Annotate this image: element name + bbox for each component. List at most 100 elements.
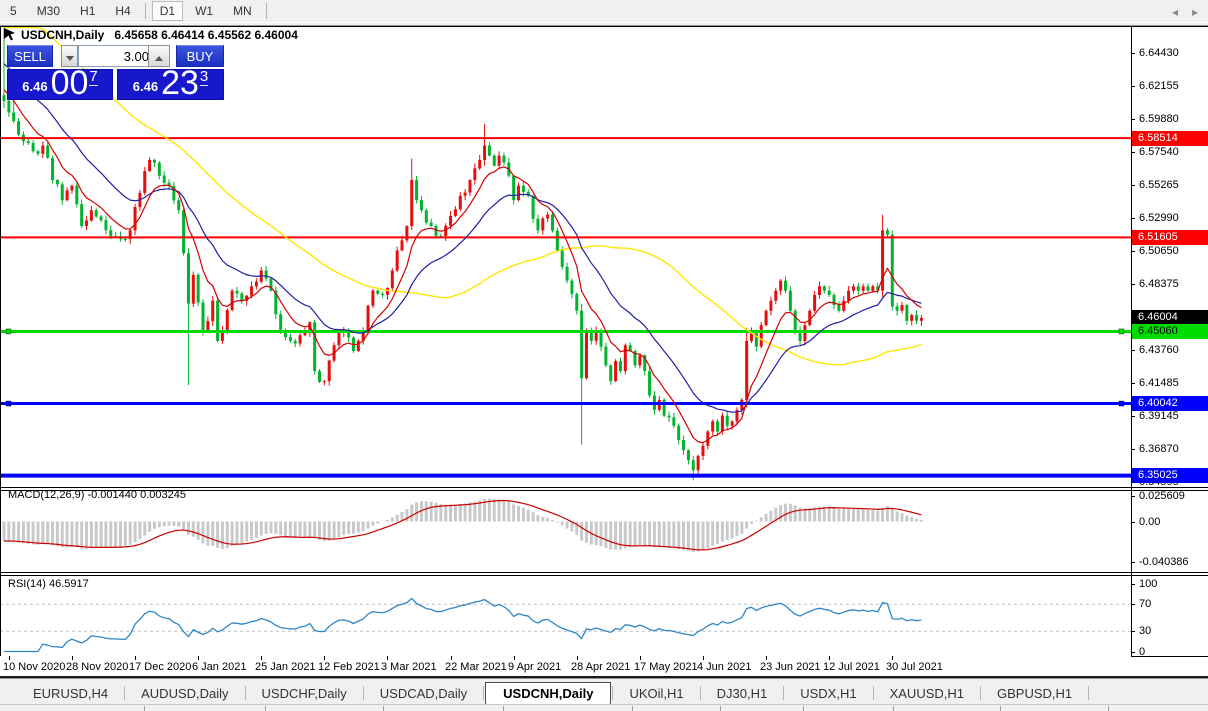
chart-tab-ukoil[interactable]: UKOil,H1 [629, 686, 684, 701]
macd-indicator-label: MACD(12,26,9) -0.001440 0.003245 [8, 489, 186, 501]
date-tick [514, 656, 515, 660]
cursor-arrow-icon [3, 27, 16, 44]
chart-tab-gbpusd[interactable]: GBPUSD,H1 [997, 686, 1073, 701]
tab-separator [872, 686, 874, 700]
date-tick [451, 656, 452, 660]
buy-price-box[interactable]: 6.46 23 3 [117, 64, 224, 102]
price-level-badge: 6.45060 [1132, 324, 1208, 339]
price-axis-line [1131, 26, 1132, 656]
axis-tick [1131, 584, 1135, 585]
axis-tick [1131, 119, 1135, 120]
tab-separator [362, 686, 364, 700]
strip-mark [503, 706, 504, 711]
rsi-axis-label: 100 [1139, 578, 1158, 590]
main-macd-splitter[interactable] [0, 487, 1208, 488]
toolbar-divider [0, 22, 1208, 26]
strip-mark [720, 706, 721, 711]
axis-tick [1131, 185, 1135, 186]
ask-price-big: 23 [161, 64, 199, 102]
chart-top-border [0, 26, 1208, 27]
date-label: 30 Jul 2021 [886, 661, 943, 673]
macd-rsi-splitter[interactable] [0, 572, 1208, 573]
timeframe-button-d1[interactable]: D1 [151, 1, 184, 21]
date-label: 3 Mar 2021 [381, 661, 437, 673]
timeframe-button-w1[interactable]: W1 [195, 4, 214, 18]
timeframe-button-5[interactable]: 5 [10, 4, 17, 18]
date-tick [577, 656, 578, 660]
strip-mark [265, 706, 266, 711]
tab-scroll-arrows: ◂ ▸ [1172, 5, 1198, 19]
timeframe-button-mn[interactable]: MN [233, 4, 252, 18]
bid-price-prefix: 6.46 [22, 79, 48, 94]
volume-increase-button[interactable] [148, 45, 170, 67]
tab-separator [980, 686, 982, 700]
date-tick [324, 656, 325, 660]
rsi-indicator-label: RSI(14) 46.5917 [8, 578, 89, 590]
triangle-up-icon [155, 55, 163, 61]
chart-tab-dj30[interactable]: DJ30,H1 [716, 686, 768, 701]
date-label: 28 Apr 2021 [571, 661, 631, 673]
price-tick-label: 6.64430 [1139, 47, 1179, 59]
axis-tick [1131, 284, 1135, 285]
date-tick [135, 656, 136, 660]
date-tick [766, 656, 767, 660]
axis-tick [1131, 86, 1135, 87]
axis-tick [1131, 53, 1135, 54]
rsi-axis-label: 70 [1139, 598, 1152, 610]
price-tick-label: 6.52990 [1139, 212, 1179, 224]
axis-tick [1131, 383, 1135, 384]
chart-tab-usdchf[interactable]: USDCHF,Daily [261, 686, 347, 701]
tab-separator [1088, 686, 1090, 700]
volume-input[interactable] [78, 45, 155, 67]
ask-price-pip: 3 [199, 68, 209, 86]
tab-scroll-left-icon[interactable]: ◂ [1171, 5, 1178, 19]
axis-tick [1131, 251, 1135, 252]
buy-button[interactable]: BUY [176, 45, 224, 67]
date-label: 23 Jun 2021 [760, 661, 821, 673]
chart-tab-usdx[interactable]: USDX,H1 [800, 686, 857, 701]
volume-decrease-button[interactable] [61, 45, 78, 67]
timeframe-button-m30[interactable]: M30 [36, 4, 61, 18]
date-label: 17 May 2021 [634, 661, 698, 673]
chart-ohlc-values: 6.45658 6.46414 6.45562 6.46004 [114, 28, 298, 42]
macd-axis-label: 0.00 [1139, 516, 1161, 528]
price-tick-label: 6.62155 [1139, 80, 1179, 92]
date-label: 12 Jul 2021 [823, 661, 880, 673]
sell-price-box[interactable]: 6.46 00 7 [7, 64, 113, 102]
tab-scroll-right-icon[interactable]: ▸ [1191, 5, 1198, 19]
date-label: 25 Jan 2021 [255, 661, 316, 673]
chart-tab-audusd[interactable]: AUDUSD,Daily [141, 686, 229, 701]
strip-mark [1108, 706, 1109, 711]
chart-tab-xauusd[interactable]: XAUUSD,H1 [889, 686, 965, 701]
price-chart-canvas[interactable] [0, 26, 1131, 656]
chart-bottom-border [0, 676, 1208, 678]
tab-separator [483, 686, 485, 700]
chart-title-row: USDCNH,Daily 6.45658 6.46414 6.45562 6.4… [3, 27, 298, 43]
date-tick [829, 656, 830, 660]
sell-button[interactable]: SELL [7, 45, 53, 67]
timeframe-button-h4[interactable]: H4 [115, 4, 131, 18]
price-tick-label: 6.50650 [1139, 245, 1179, 257]
price-level-badge: 6.58514 [1132, 131, 1208, 146]
timeframe-button-h1[interactable]: H1 [80, 4, 96, 18]
triangle-down-icon [65, 55, 74, 61]
tab-separator [124, 686, 126, 700]
macd-rsi-splitter-line2 [0, 575, 1208, 576]
toolbar-separator [265, 3, 267, 19]
bid-price-pip: 7 [89, 68, 98, 86]
date-label: 12 Feb 2021 [318, 661, 380, 673]
tab-separator [244, 686, 246, 700]
date-label: 22 Mar 2021 [445, 661, 507, 673]
bid-price-big: 00 [50, 64, 89, 102]
chart-tab-eurusd[interactable]: EURUSD,H4 [33, 686, 109, 701]
price-tick-label: 6.43760 [1139, 344, 1179, 356]
tab-separator [612, 686, 614, 700]
chart-tab-usdcad[interactable]: USDCAD,Daily [379, 686, 468, 701]
price-tick-label: 6.39145 [1139, 410, 1179, 422]
date-tick [703, 656, 704, 660]
strip-mark [632, 706, 633, 711]
chart-tab-usdcnh[interactable]: USDCNH,Daily [485, 682, 612, 704]
rsi-axis-label: 0 [1139, 646, 1146, 658]
strip-mark [1000, 706, 1001, 711]
